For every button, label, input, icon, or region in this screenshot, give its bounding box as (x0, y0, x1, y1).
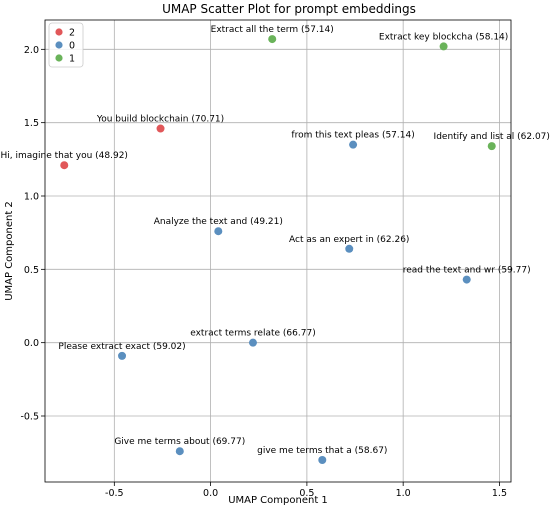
legend-label: 0 (69, 41, 75, 52)
data-point (60, 161, 69, 170)
data-label: read the text and wr (59.77) (403, 266, 531, 276)
legend-label: 2 (69, 28, 75, 39)
axis-ticks: -0.5 0.0 0.5 1.0 1.5 -0.5 0.0 0.5 1.0 1.5 2.0 (20, 45, 507, 499)
data-point (349, 140, 358, 149)
plot-area (44, 19, 512, 483)
data-points (60, 35, 496, 464)
x-tick-label: 1.0 (396, 488, 411, 499)
data-label: Identify and list al (62.07) (434, 132, 550, 142)
legend-box (48, 22, 84, 68)
data-label: Hi, imagine that you (48.92) (1, 151, 128, 161)
data-point (175, 447, 184, 456)
legend-marker (55, 41, 63, 49)
x-axis-label: UMAP Component 1 (228, 495, 328, 506)
x-tick-label: 0.5 (299, 488, 314, 499)
data-label: Give me terms about (69.77) (114, 437, 245, 447)
x-tick-label: -0.5 (105, 488, 124, 499)
y-tick-label: 1.5 (24, 118, 39, 129)
data-point (345, 244, 354, 253)
legend-marker (55, 28, 63, 36)
y-tick-label: 0.0 (24, 338, 39, 349)
data-label: from this text pleas (57.14) (291, 131, 414, 141)
data-point (118, 351, 127, 360)
chart-title: UMAP Scatter Plot for prompt embeddings (162, 2, 416, 16)
grid (45, 20, 511, 482)
data-point (439, 42, 448, 51)
legend-marker (55, 54, 63, 62)
data-point (248, 338, 257, 347)
y-tick-label: 1.0 (24, 192, 39, 203)
y-axis-label: UMAP Component 2 (4, 201, 15, 301)
y-tick-label: 0.5 (24, 265, 39, 276)
data-point (487, 142, 496, 151)
data-label: extract terms relate (66.77) (190, 329, 315, 339)
y-tick-label: -0.5 (20, 412, 39, 423)
data-label: give me terms that a (58.67) (257, 446, 387, 456)
data-label: Please extract exact (59.02) (58, 342, 185, 352)
data-label: Extract key blockcha (58.14) (379, 32, 508, 42)
legend-label: 1 (69, 54, 75, 65)
x-tick-label: 1.5 (492, 488, 507, 499)
y-tick-label: 2.0 (24, 45, 39, 56)
data-label: Act as an expert in (62.26) (289, 235, 409, 245)
data-label: You build blockchain (70.71) (96, 115, 224, 125)
data-label: Extract all the term (57.14) (211, 25, 334, 35)
data-point (214, 227, 223, 236)
data-point (156, 124, 165, 133)
point-labels: Hi, imagine that you (48.92) You build bl… (1, 25, 550, 456)
data-label: Analyze the text and (49.21) (154, 217, 283, 227)
data-point (318, 456, 327, 464)
data-point (268, 35, 277, 44)
legend: 2 0 1 (48, 22, 84, 68)
x-tick-label: 0.0 (203, 488, 218, 499)
data-point (462, 275, 471, 284)
